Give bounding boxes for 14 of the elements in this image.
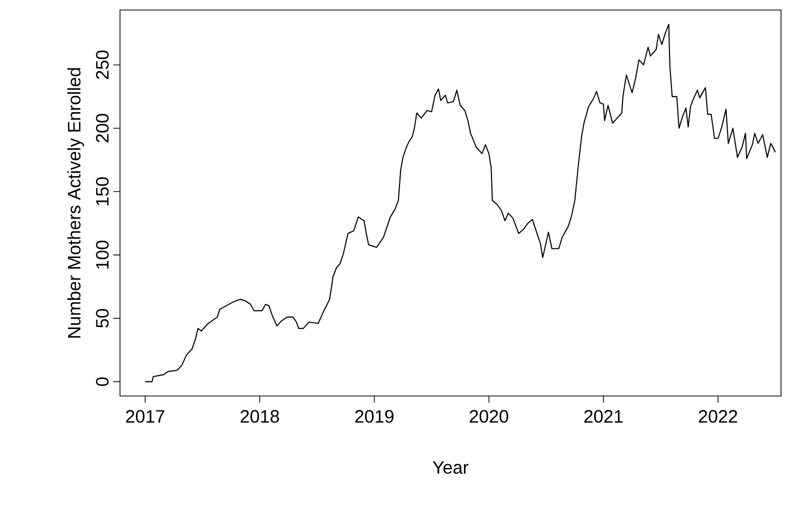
- y-tick-label: 0: [96, 377, 109, 386]
- x-axis-title: Year: [432, 461, 468, 474]
- y-tick-label: 50: [96, 309, 109, 328]
- y-tick-label: 150: [96, 177, 109, 206]
- x-tick-label: 2017: [126, 410, 164, 423]
- x-tick-label: 2021: [584, 410, 623, 423]
- x-tick-label: 2022: [698, 410, 738, 423]
- x-tick-label: 2020: [470, 410, 508, 423]
- y-tick-label: 250: [96, 50, 109, 79]
- x-tick-label: 2019: [355, 410, 394, 423]
- y-tick-label: 100: [96, 240, 109, 269]
- y-tick-label: 200: [96, 114, 109, 142]
- x-tick-label: 2018: [240, 410, 279, 423]
- y-axis-title: Number Mothers Actively Enrolled: [67, 68, 84, 338]
